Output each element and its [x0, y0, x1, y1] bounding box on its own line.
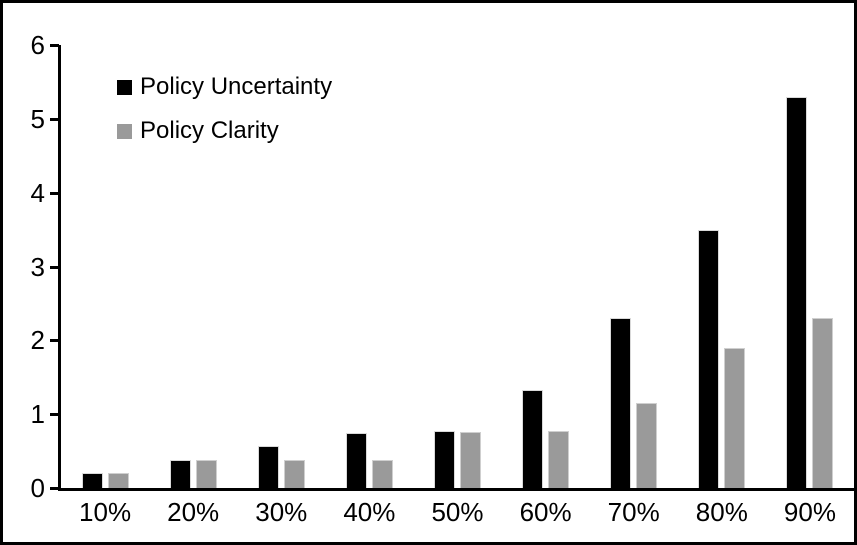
y-axis-tick-label: 6 [30, 30, 45, 60]
legend-item-policy-clarity: Policy Clarity [117, 119, 332, 143]
x-axis-line [58, 488, 854, 491]
bar-policy-clarity-20% [195, 459, 217, 488]
y-axis-tick-label: 4 [30, 177, 45, 208]
legend-swatch-icon [117, 123, 132, 139]
y-axis-tick-label: 3 [30, 251, 45, 282]
bar-pair [786, 45, 834, 488]
bar-group-90%: 90% [766, 45, 854, 527]
bar-policy-clarity-60% [548, 431, 570, 488]
bar-policy-uncertainty-10% [81, 473, 103, 488]
bar-policy-clarity-30% [283, 459, 305, 488]
legend-label: Policy Clarity [140, 117, 279, 144]
y-axis-tick [50, 117, 59, 121]
bar-policy-clarity-70% [636, 403, 658, 488]
bar-pair [257, 45, 305, 488]
bar-group-60%: 60% [502, 45, 590, 527]
bar-policy-clarity-50% [459, 431, 481, 488]
x-axis-tick-label: 90% [783, 497, 836, 527]
bar-pair [522, 45, 570, 488]
bar-pair [698, 45, 746, 488]
bar-policy-clarity-80% [724, 347, 746, 488]
bar-group-80%: 80% [678, 45, 766, 527]
bar-pair [610, 45, 658, 488]
y-axis-tick [50, 487, 59, 490]
bar-policy-uncertainty-30% [257, 445, 279, 488]
bar-policy-clarity-10% [107, 473, 129, 488]
x-axis-tick-label: 80% [695, 497, 748, 527]
x-axis-tick-label: 40% [343, 497, 396, 527]
y-axis: 0 1 2 3 4 5 6 [3, 3, 61, 542]
y-axis-tick [50, 413, 59, 417]
bar-pair [81, 45, 129, 488]
y-axis-tick [50, 191, 59, 195]
plot-area: 10% 20% 30% 40% 50% 60% 70% 80% 90% [61, 45, 854, 527]
bar-policy-uncertainty-60% [522, 389, 544, 488]
bar-policy-uncertainty-90% [786, 96, 808, 488]
bar-policy-uncertainty-40% [345, 432, 367, 488]
legend-swatch-icon [117, 79, 132, 95]
bar-group-10%: 10% [61, 45, 149, 527]
bar-pair [345, 45, 393, 488]
y-axis-tick-label: 1 [30, 399, 45, 430]
x-axis-tick-label: 30% [255, 497, 308, 527]
x-axis-tick-label: 70% [607, 497, 660, 527]
legend-label: Policy Uncertainty [140, 73, 333, 100]
bar-group-40%: 40% [325, 45, 413, 527]
bar-policy-uncertainty-50% [433, 431, 455, 488]
bar-group-30%: 30% [237, 45, 325, 527]
x-axis-tick-label: 60% [519, 497, 572, 527]
y-axis-tick-label: 2 [30, 325, 45, 356]
bar-policy-clarity-40% [371, 459, 393, 488]
bar-policy-clarity-90% [812, 318, 834, 488]
bar-group-50%: 50% [413, 45, 501, 527]
x-axis-tick-label: 10% [79, 497, 132, 527]
y-axis-tick-label: 5 [30, 103, 45, 134]
y-axis-tick [50, 44, 59, 47]
bar-pair [169, 45, 217, 488]
legend-item-policy-uncertainty: Policy Uncertainty [117, 75, 332, 99]
chart-legend: Policy Uncertainty Policy Clarity [117, 75, 332, 143]
bar-policy-uncertainty-20% [169, 459, 191, 488]
bar-policy-uncertainty-80% [698, 229, 720, 488]
bar-pair [433, 45, 481, 488]
y-axis-tick-label: 0 [30, 473, 45, 503]
bar-group-20%: 20% [149, 45, 237, 527]
bar-group-70%: 70% [590, 45, 678, 527]
bar-policy-uncertainty-70% [610, 318, 632, 488]
x-axis-tick-label: 20% [167, 497, 220, 527]
y-axis-tick [50, 265, 59, 269]
y-axis-line [58, 45, 61, 491]
x-axis-tick-label: 50% [431, 497, 484, 527]
y-axis-tick [50, 339, 59, 343]
